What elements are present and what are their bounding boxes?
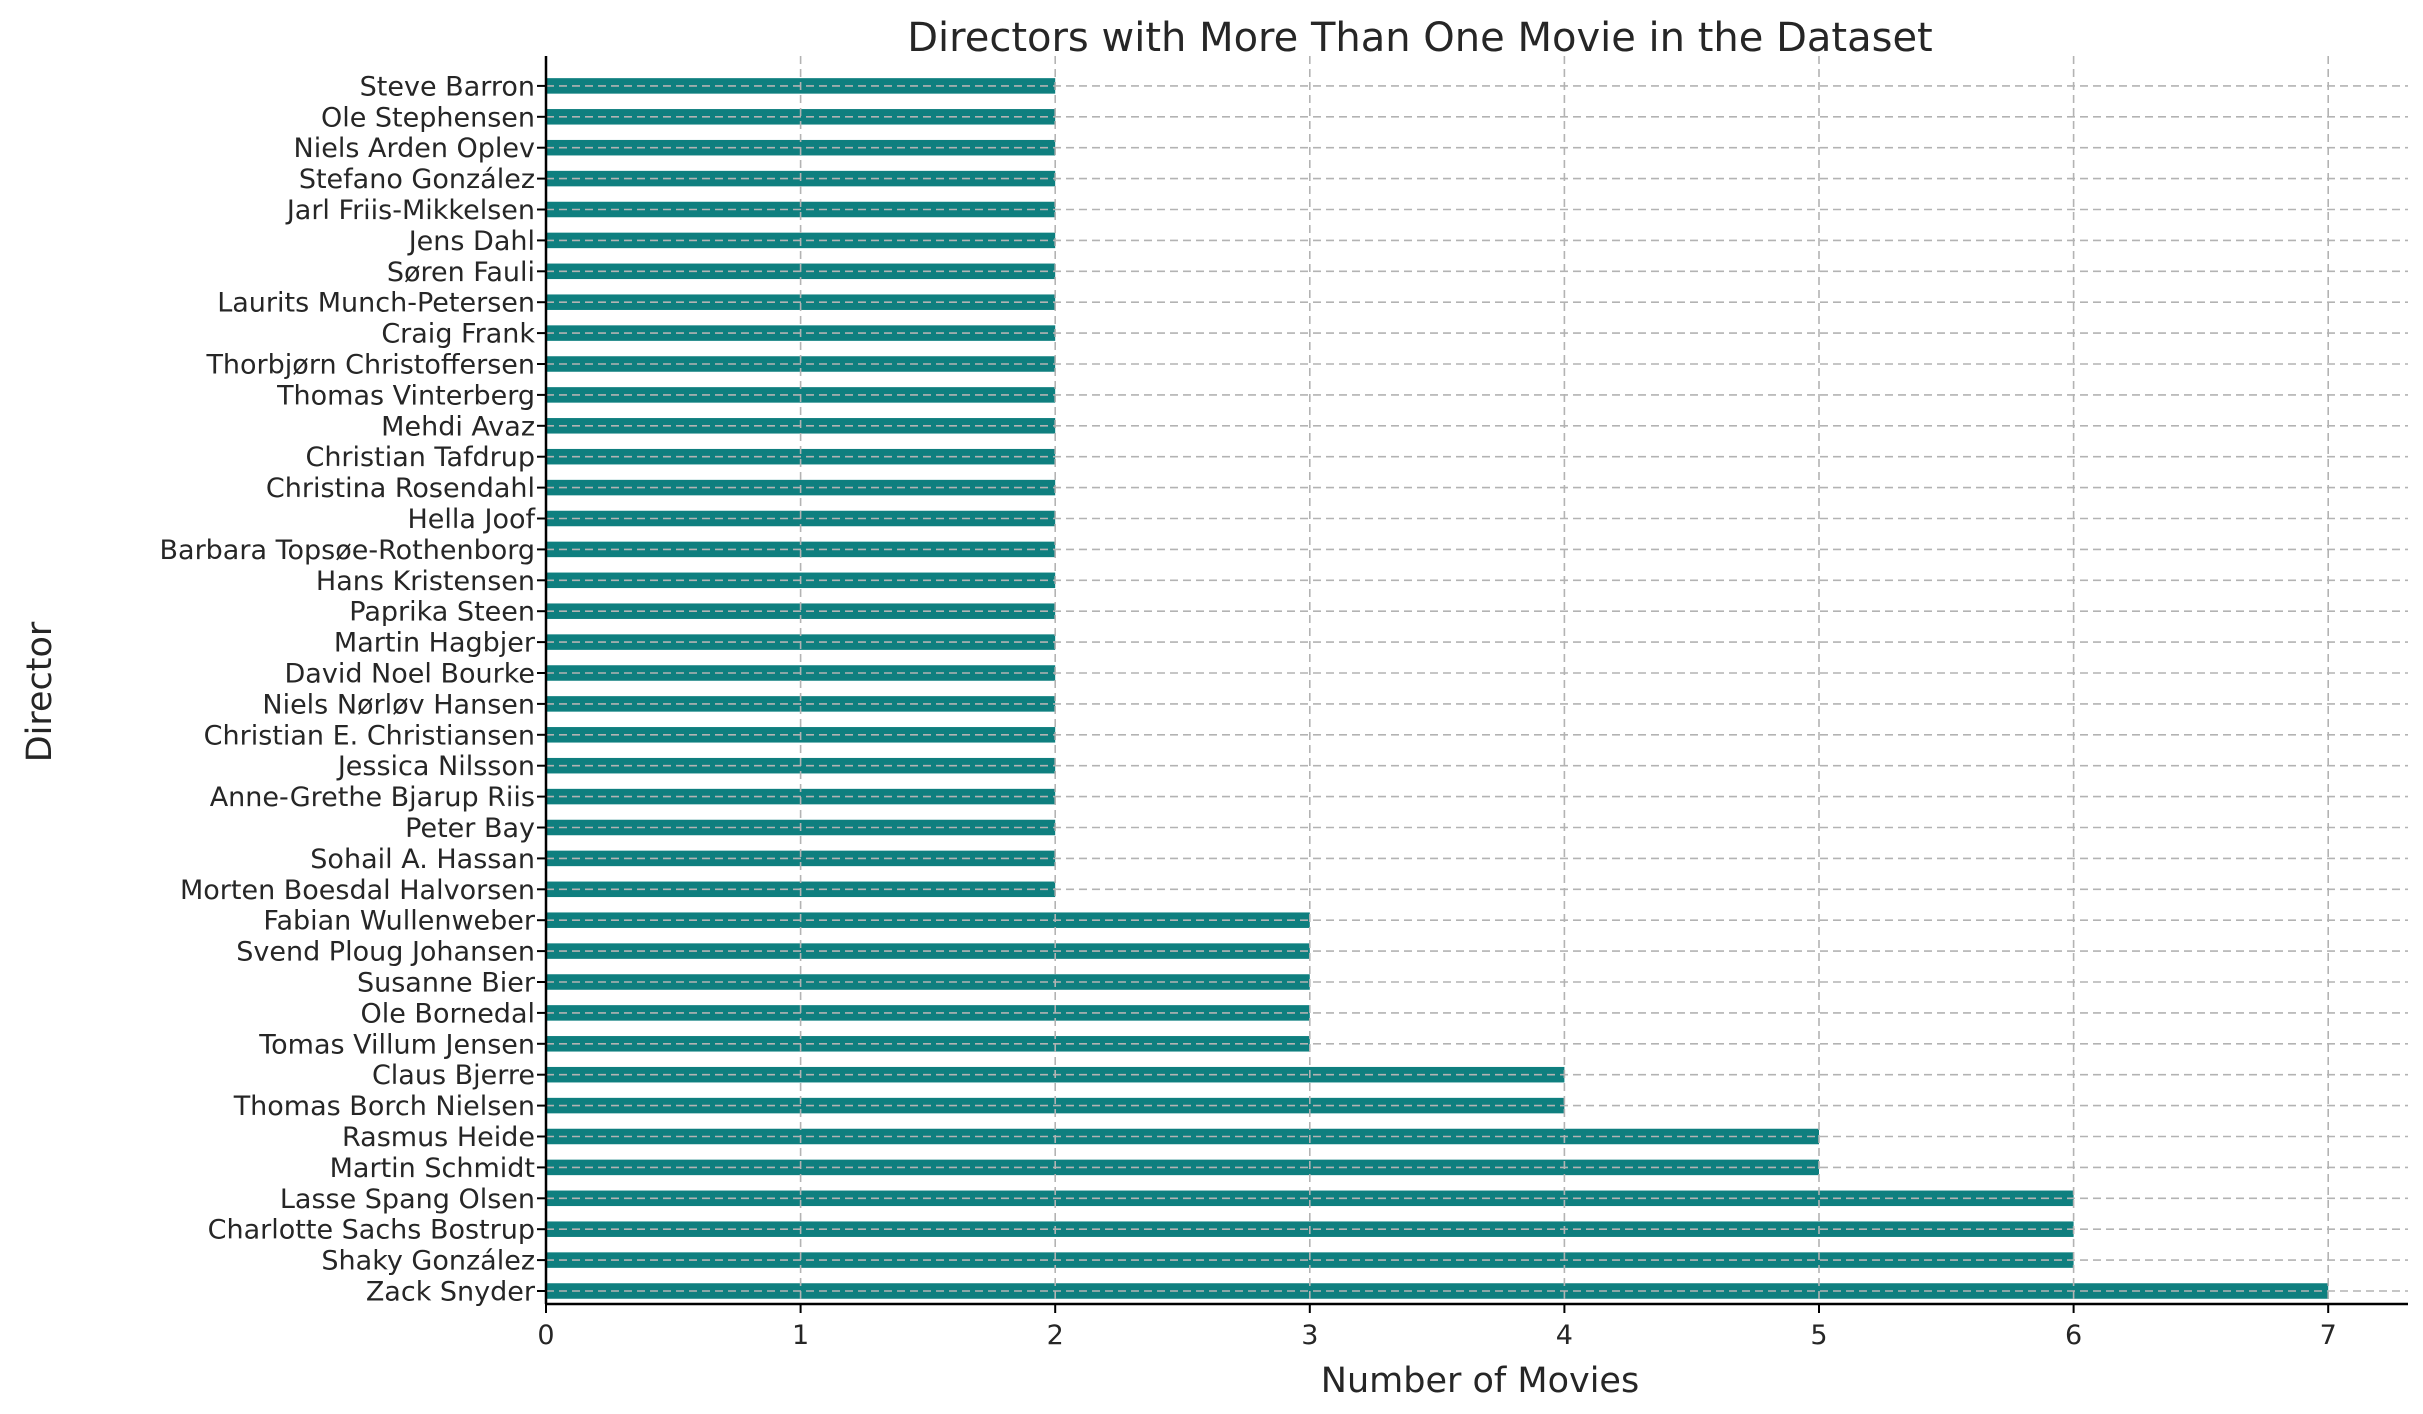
chart-title: Directors with More Than One Movie in th… bbox=[907, 15, 1933, 61]
y-tick-label: Tomas Villum Jensen bbox=[258, 1029, 535, 1060]
y-tick-label: Niels Arden Oplev bbox=[294, 133, 536, 164]
y-tick-label: Charlotte Sachs Bostrup bbox=[208, 1215, 535, 1246]
y-tick-label: Søren Fauli bbox=[387, 257, 535, 288]
y-tick-label: David Noel Bourke bbox=[285, 659, 536, 690]
x-axis-title: Number of Movies bbox=[1321, 1361, 1639, 1401]
y-tick-label: Svend Ploug Johansen bbox=[236, 937, 535, 968]
x-tick-label: 3 bbox=[1301, 1320, 1318, 1351]
bar bbox=[546, 1190, 2074, 1207]
y-tick-label: Christina Rosendahl bbox=[266, 473, 535, 504]
y-tick-label: Fabian Wullenweber bbox=[263, 906, 535, 937]
x-tick-label: 6 bbox=[2065, 1320, 2082, 1351]
x-tick-label: 5 bbox=[1810, 1320, 1827, 1351]
y-tick-label: Anne-Grethe Bjarup Riis bbox=[210, 782, 535, 813]
y-tick-label: Steve Barron bbox=[360, 71, 535, 102]
y-tick-label: Shaky González bbox=[321, 1246, 535, 1277]
bar bbox=[546, 1252, 2074, 1268]
y-tick-label: Claus Bjerre bbox=[372, 1060, 535, 1091]
y-tick-label: Peter Bay bbox=[405, 813, 535, 844]
y-tick-label: Thomas Vinterberg bbox=[276, 380, 535, 411]
y-tick-label: Barbara Topsøe-Rothenborg bbox=[160, 535, 536, 566]
y-axis-title: Director bbox=[20, 621, 60, 762]
x-tick-label: 2 bbox=[1047, 1320, 1064, 1351]
y-tick-label: Laurits Munch-Petersen bbox=[217, 288, 535, 319]
y-tick-label: Christian Tafdrup bbox=[305, 442, 535, 473]
y-tick-label: Hella Joof bbox=[407, 504, 536, 535]
y-tick-label: Stefano González bbox=[299, 164, 535, 195]
y-tick-label: Martin Hagbjer bbox=[334, 628, 536, 659]
y-tick-label: Zack Snyder bbox=[366, 1277, 536, 1308]
y-tick-label: Mehdi Avaz bbox=[381, 411, 535, 442]
bar-layer bbox=[546, 78, 2329, 1299]
x-tick-label: 4 bbox=[1556, 1320, 1573, 1351]
y-tick-label: Martin Schmidt bbox=[330, 1153, 535, 1184]
y-tick-label: Christian E. Christiansen bbox=[204, 720, 535, 751]
x-tick-label: 0 bbox=[537, 1320, 554, 1351]
y-tick-label: Paprika Steen bbox=[349, 597, 535, 628]
y-tick-label: Thomas Borch Nielsen bbox=[233, 1091, 535, 1122]
grid-layer bbox=[545, 56, 2408, 1304]
x-tick-label: 1 bbox=[792, 1320, 809, 1351]
y-tick-label: Lasse Spang Olsen bbox=[280, 1184, 535, 1215]
y-tick-label: Jessica Nilsson bbox=[336, 751, 535, 782]
x-tick-label: 7 bbox=[2320, 1320, 2337, 1351]
y-tick-label: Sohail A. Hassan bbox=[310, 844, 535, 875]
y-tick-label: Ole Stephensen bbox=[321, 102, 535, 133]
y-tick-label: Niels Nørløv Hansen bbox=[262, 689, 535, 720]
bar bbox=[546, 1159, 1819, 1176]
y-tick-label: Rasmus Heide bbox=[342, 1122, 535, 1153]
y-tick-label: Jarl Friis-Mikkelsen bbox=[285, 195, 535, 226]
y-tick-label: Craig Frank bbox=[381, 319, 535, 350]
y-tick-label: Ole Bornedal bbox=[360, 998, 535, 1029]
y-tick-label: Susanne Bier bbox=[357, 968, 536, 999]
bar bbox=[546, 1128, 1819, 1145]
y-tick-label: Jens Dahl bbox=[407, 226, 535, 257]
y-tick-label: Hans Kristensen bbox=[316, 566, 535, 597]
y-tick-label: Thorbjørn Christoffersen bbox=[205, 350, 535, 381]
y-tick-label: Morten Boesdal Halvorsen bbox=[180, 875, 535, 906]
